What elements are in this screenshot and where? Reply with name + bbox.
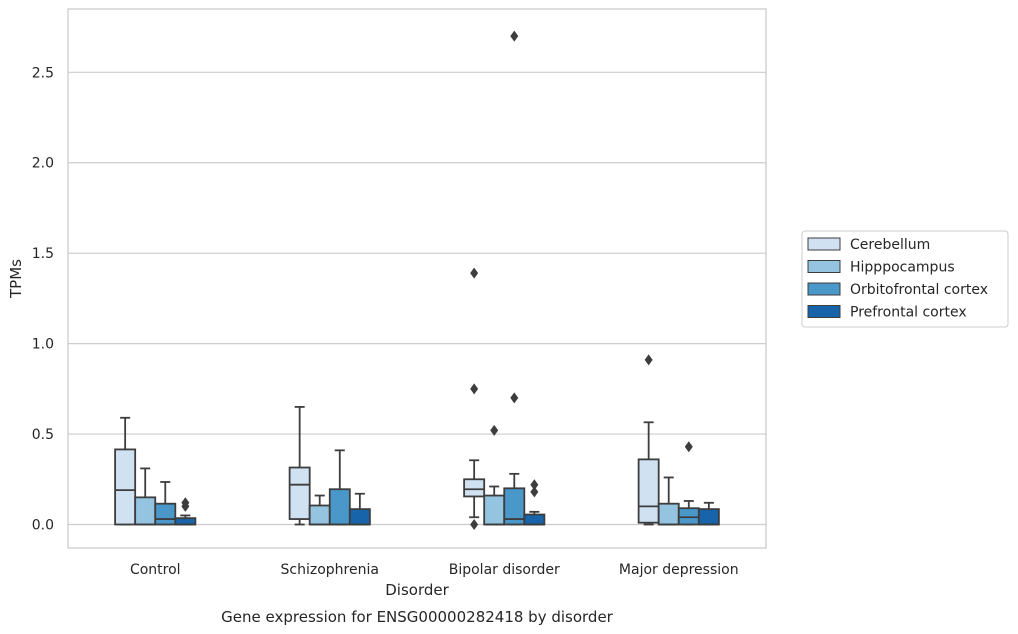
- y-tick-label: 2.5: [32, 65, 54, 81]
- outlier-point: [644, 354, 653, 366]
- box-orbitofrontal-cortex: [328, 449, 351, 526]
- box-cerebellum: [288, 406, 311, 526]
- box-iqr: [154, 502, 177, 526]
- legend-swatch: [807, 237, 841, 251]
- x-tick-labels: Control Schizophrenia Bipolar disorder Majo…: [130, 562, 739, 578]
- legend: Cerebellum Hipppocampus Orbitofrontal cort…: [801, 230, 1009, 328]
- box-iqr: [308, 504, 331, 526]
- y-tick-label: 1.0: [32, 337, 54, 353]
- box-hipppocampus: [308, 494, 331, 526]
- box-iqr: [288, 466, 311, 520]
- outlier-point: [530, 479, 539, 491]
- box-orbitofrontal-cortex: [154, 481, 177, 526]
- box-plot-boxes: [114, 30, 720, 530]
- legend-label: Orbitofrontal cortex: [850, 282, 988, 298]
- box-iqr: [134, 496, 157, 526]
- box-cerebellum: [463, 267, 486, 530]
- box-prefrontal-cortex: [348, 492, 371, 526]
- chart-caption: Gene expression for ENSG00000282418 by d…: [221, 608, 614, 626]
- outlier-point: [181, 497, 190, 509]
- legend-frame: [801, 230, 1009, 328]
- legend-swatch: [807, 305, 841, 318]
- outlier-point: [470, 518, 479, 530]
- legend-label: Prefrontal cortex: [850, 305, 967, 321]
- x-tick-label: Major depression: [619, 562, 739, 578]
- box-iqr: [697, 508, 720, 526]
- box-cerebellum: [637, 354, 660, 526]
- outlier-point: [530, 486, 539, 498]
- box-prefrontal-cortex: [523, 479, 546, 526]
- outlier-point: [490, 424, 499, 436]
- box-iqr: [483, 494, 506, 526]
- box-iqr: [657, 502, 680, 526]
- x-tick-label: Bipolar disorder: [449, 562, 560, 578]
- box-iqr: [503, 487, 526, 526]
- plot-frame: [67, 8, 767, 549]
- box-prefrontal-cortex: [697, 501, 720, 526]
- box-hipppocampus: [483, 424, 506, 526]
- legend-label: Cerebellum: [850, 237, 930, 253]
- y-tick-label: 1.5: [32, 246, 54, 262]
- legend-label: Hipppocampus: [850, 260, 955, 276]
- box-orbitofrontal-cortex: [677, 441, 700, 526]
- box-hipppocampus: [657, 476, 680, 526]
- box-cerebellum: [114, 416, 137, 526]
- box-iqr: [463, 478, 486, 498]
- y-tick-label: 0.0: [32, 517, 54, 533]
- x-axis-label: Disorder: [385, 581, 449, 599]
- outlier-point: [510, 30, 519, 42]
- box-iqr: [328, 488, 351, 526]
- box-hipppocampus: [134, 467, 157, 526]
- outlier-point: [470, 383, 479, 395]
- y-tick-label: 0.5: [32, 427, 54, 443]
- y-tick-labels: 0.0 0.5 1.0 1.5 2.0 2.5: [32, 65, 54, 533]
- outlier-point: [510, 392, 519, 404]
- box-iqr: [174, 517, 197, 526]
- legend-swatch: [807, 260, 841, 273]
- box-prefrontal-cortex: [174, 497, 197, 526]
- box-iqr: [348, 508, 371, 526]
- y-axis-label: TPMs: [7, 259, 25, 299]
- box-iqr: [114, 448, 137, 526]
- box-iqr: [677, 507, 700, 526]
- box-iqr: [523, 513, 546, 526]
- x-tick-label: Schizophrenia: [281, 562, 379, 578]
- y-tick-label: 2.0: [32, 156, 54, 172]
- y-gridlines: [68, 71, 766, 526]
- legend-swatch: [807, 282, 841, 296]
- outlier-point: [684, 441, 693, 453]
- box-iqr: [637, 458, 660, 524]
- outlier-point: [470, 267, 479, 279]
- box-orbitofrontal-cortex: [503, 30, 526, 526]
- x-tick-label: Control: [130, 562, 181, 578]
